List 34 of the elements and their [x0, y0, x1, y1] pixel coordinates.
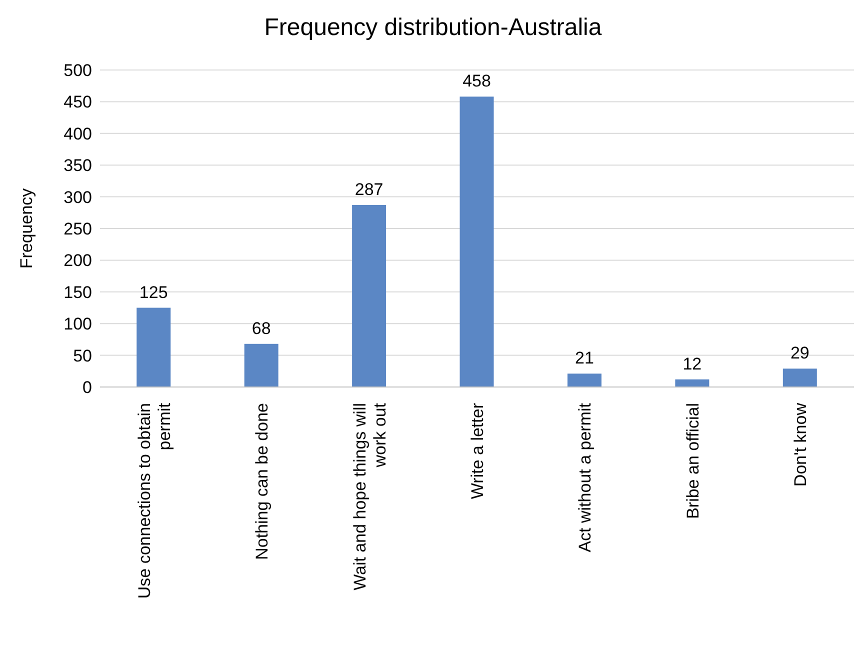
y-tick-label: 500	[64, 61, 92, 80]
bar	[244, 344, 278, 387]
y-tick-label: 400	[64, 124, 92, 144]
x-tick-label: Write a letter	[468, 402, 487, 500]
data-label: 458	[462, 72, 491, 91]
x-tick-label: Don't know	[791, 402, 810, 487]
y-tick-label: 50	[73, 346, 92, 366]
y-axis-title: Frequency	[17, 188, 36, 269]
y-tick-label: 0	[82, 378, 92, 398]
y-tick-label: 100	[64, 314, 92, 334]
y-tick-label: 350	[64, 156, 92, 176]
data-label: 287	[354, 180, 384, 200]
data-label: 29	[790, 344, 810, 363]
bar	[460, 96, 494, 387]
x-tick-label: Wait and hope things will work out	[350, 402, 390, 590]
y-tick-label: 150	[64, 282, 92, 302]
data-label: 68	[252, 318, 271, 338]
data-label: 12	[682, 354, 702, 374]
bar	[782, 368, 817, 387]
data-label: 21	[575, 348, 594, 368]
bar	[567, 374, 602, 387]
bar	[136, 308, 171, 387]
x-tick-label: Nothing can be done	[252, 403, 272, 560]
x-tick-label: Act without a permit	[576, 402, 595, 552]
chart-title: Frequency distribution-Australia	[263, 13, 603, 43]
x-tick-label: Bribe an official	[683, 403, 702, 519]
y-tick-label: 200	[64, 251, 92, 270]
x-tick-label: Use connections to obtain permit	[134, 402, 174, 599]
bar	[352, 205, 386, 387]
data-label: 125	[139, 282, 168, 302]
y-tick-label: 450	[64, 92, 92, 112]
y-tick-label: 250	[64, 220, 92, 239]
bar	[675, 379, 710, 387]
y-tick-label: 300	[64, 188, 92, 207]
